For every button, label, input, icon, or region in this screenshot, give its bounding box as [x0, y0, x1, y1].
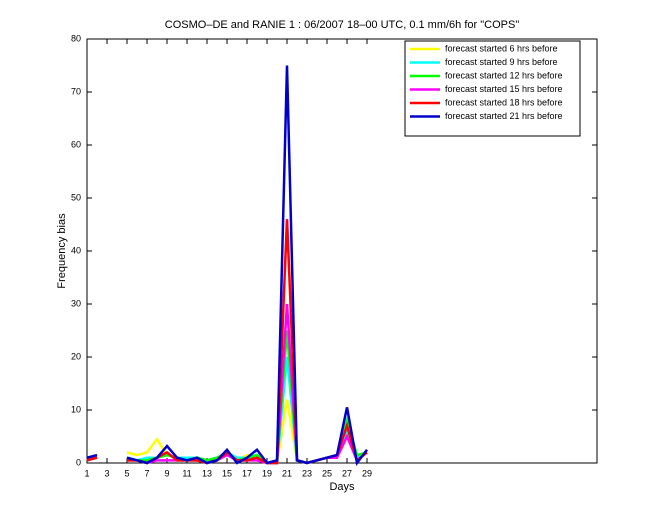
x-tick-label: 1	[84, 468, 89, 478]
y-tick-label: 50	[71, 192, 81, 202]
x-tick-label: 11	[182, 468, 191, 478]
legend-label: forecast started 6 hrs before	[445, 43, 558, 53]
y-tick-label: 20	[71, 351, 81, 361]
chart-title: COSMO–DE and RANIE 1 : 06/2007 18–00 UTC…	[165, 19, 520, 31]
y-tick-label: 10	[71, 404, 81, 414]
y-tick-label: 30	[71, 298, 81, 308]
x-tick-label: 5	[124, 468, 129, 478]
legend-label: forecast started 21 hrs before	[445, 111, 563, 121]
x-axis-label: Days	[329, 481, 355, 493]
x-tick-label: 19	[262, 468, 272, 478]
x-tick-label: 23	[302, 468, 312, 478]
y-tick-label: 70	[71, 86, 81, 96]
x-tick-label: 17	[242, 468, 252, 478]
y-axis-label: Frequency bias	[56, 213, 68, 289]
legend-label: forecast started 15 hrs before	[445, 84, 563, 94]
x-tick-label: 15	[222, 468, 232, 478]
x-tick-label: 29	[362, 468, 372, 478]
legend-label: forecast started 12 hrs before	[445, 70, 563, 80]
legend-label: forecast started 18 hrs before	[445, 97, 563, 107]
y-tick-label: 80	[71, 33, 81, 43]
legend-label: forecast started 9 hrs before	[445, 57, 558, 67]
y-tick-label: 40	[71, 245, 81, 255]
x-tick-label: 25	[322, 468, 332, 478]
x-tick-label: 3	[104, 468, 109, 478]
series-line	[86, 65, 368, 467]
y-tick-label: 60	[71, 139, 81, 149]
x-tick-label: 7	[144, 468, 149, 478]
x-tick-label: 9	[164, 468, 169, 478]
x-tick-label: 27	[342, 468, 352, 478]
x-tick-label: 13	[202, 468, 212, 478]
x-tick-label: 21	[282, 468, 292, 478]
y-tick-label: 0	[76, 457, 81, 467]
